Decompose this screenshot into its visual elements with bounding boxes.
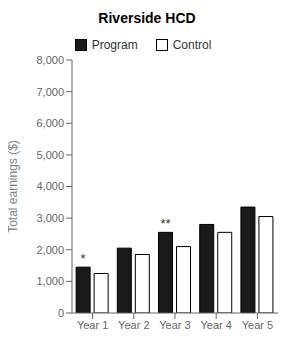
svg-text:Year 2: Year 2: [118, 319, 149, 331]
svg-text:6,000: 6,000: [36, 117, 64, 129]
svg-text:7,000: 7,000: [36, 86, 64, 98]
svg-text:Year 1: Year 1: [77, 319, 108, 331]
svg-text:Year 3: Year 3: [159, 319, 190, 331]
svg-text:2,000: 2,000: [36, 244, 64, 256]
svg-text:3,000: 3,000: [36, 212, 64, 224]
svg-text:Year 4: Year 4: [200, 319, 231, 331]
svg-text:4,000: 4,000: [36, 180, 64, 192]
svg-text:8,000: 8,000: [36, 54, 64, 66]
svg-text:**: **: [160, 216, 170, 231]
svg-text:Total earnings ($): Total earnings ($): [8, 140, 20, 233]
svg-text:Year 5: Year 5: [242, 319, 273, 331]
svg-text:1,000: 1,000: [36, 275, 64, 287]
html-text:Program: Program: [91, 38, 138, 52]
svg-text:5,000: 5,000: [36, 149, 64, 161]
svg-text:*: *: [81, 251, 86, 266]
html-text:Riverside HCD: Riverside HCD: [98, 10, 196, 26]
svg-text:0: 0: [58, 307, 64, 319]
html-text:Control: Control: [172, 38, 212, 52]
